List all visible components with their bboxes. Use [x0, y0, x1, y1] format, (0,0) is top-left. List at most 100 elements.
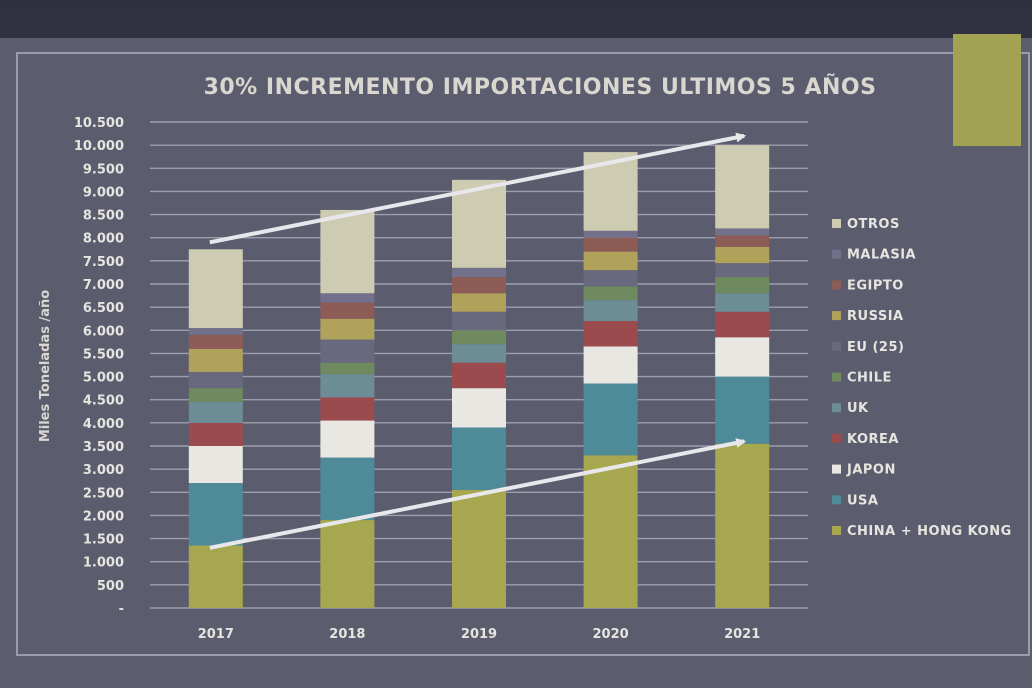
- bar-segment: [583, 237, 638, 252]
- bar-segment: [715, 277, 770, 294]
- bar-segment: [583, 455, 638, 608]
- y-tick-label: 2.500: [83, 486, 124, 501]
- bar-segment: [452, 267, 506, 278]
- x-tick-label: 2020: [593, 627, 629, 642]
- trend-arrow: [209, 438, 747, 550]
- y-tick-label: 9.000: [83, 185, 124, 200]
- legend-label: JAPON: [846, 463, 896, 478]
- bar-segment: [188, 327, 243, 335]
- legend: OTROS MALASIA EGIPTO RUSSIA EU (25) CHILE UK KO…: [832, 217, 1012, 539]
- bar-segment: [715, 337, 770, 377]
- bar-segment: [583, 383, 638, 456]
- bar-segment: [452, 277, 506, 294]
- legend-label: KOREA: [847, 432, 899, 447]
- bar-segment: [715, 228, 770, 236]
- y-tick-labels: - 500 1.000 1.500 2.000 2.500 3.000 3.500 4.000 4…: [74, 116, 124, 617]
- y-tick-label: 6.500: [83, 301, 124, 316]
- legend-swatch: [832, 403, 841, 413]
- bar-segment: [452, 388, 506, 428]
- bar-segment: [320, 302, 375, 319]
- chart-title: 30% INCREMENTO IMPORTACIONES ULTIMOS 5 A…: [204, 74, 877, 100]
- bar-segment: [715, 443, 770, 608]
- bar-segment: [188, 422, 243, 446]
- bar-segment: [715, 145, 770, 229]
- y-tick-label: 4.000: [83, 417, 124, 432]
- bar-segment: [320, 397, 375, 421]
- bars: [188, 145, 770, 608]
- bar-segment: [320, 339, 375, 363]
- y-tick-label: 3.000: [83, 463, 124, 478]
- legend-swatch: [832, 280, 841, 290]
- trend-arrows: [209, 132, 747, 550]
- legend-label: CHILE: [847, 371, 892, 386]
- bar-segment: [715, 246, 770, 264]
- x-tick-labels: 2017 2018 2019 2020 2021: [198, 627, 761, 642]
- legend-label: MALASIA: [847, 248, 916, 263]
- bar-segment: [583, 251, 638, 271]
- legend-label: UK: [847, 401, 869, 416]
- bar-segment: [320, 520, 375, 608]
- x-tick-label: 2017: [198, 627, 234, 642]
- bar-segment: [452, 362, 506, 389]
- bar-segment: [452, 293, 506, 312]
- y-tick-label: 7.500: [83, 255, 124, 270]
- y-tick-label: 5.500: [83, 347, 124, 362]
- y-tick-label: 8.500: [83, 209, 124, 224]
- bar-segment: [583, 300, 638, 322]
- legend-label: CHINA + HONG KONG: [847, 524, 1012, 539]
- legend-label: OTROS: [847, 217, 900, 232]
- bar-segment: [188, 371, 243, 389]
- bar-segment: [452, 489, 506, 608]
- y-tick-label: 6.000: [83, 324, 124, 339]
- y-axis-label: Miles Toneladas /año: [38, 290, 53, 442]
- trend-arrow: [209, 132, 747, 245]
- bar-segment: [452, 179, 506, 268]
- bar-segment: [715, 376, 770, 444]
- y-tick-label: 10.500: [74, 116, 124, 131]
- y-tick-label: 8.000: [83, 232, 124, 247]
- bar-segment: [188, 446, 243, 484]
- y-tick-label: 7.000: [83, 278, 124, 293]
- accent-box: [953, 34, 1021, 146]
- bar-segment: [320, 362, 375, 375]
- bar-segment: [188, 249, 243, 328]
- slide-frame: [16, 52, 1030, 656]
- bar-segment: [188, 348, 243, 372]
- bar-segment: [583, 286, 638, 301]
- legend-swatch: [832, 249, 841, 259]
- x-tick-label: 2021: [724, 627, 760, 642]
- legend-swatch: [832, 372, 841, 382]
- bar-segment: [715, 235, 770, 247]
- legend-swatch: [832, 311, 841, 321]
- y-tick-label: 2.000: [83, 509, 124, 524]
- bar-segment: [583, 346, 638, 384]
- bar-segment: [452, 311, 506, 331]
- y-tick-label: 5.000: [83, 371, 124, 386]
- legend-swatch: [832, 219, 841, 228]
- legend-swatch: [832, 341, 841, 351]
- y-tick-label: 1.000: [83, 556, 124, 571]
- legend-swatch: [832, 526, 841, 535]
- legend-swatch: [832, 433, 841, 443]
- bar-segment: [452, 427, 506, 490]
- bar-segment: [715, 311, 770, 338]
- bar-segment: [320, 420, 375, 458]
- y-tick-label: 500: [97, 579, 124, 594]
- y-tick-label: 4.500: [83, 394, 124, 409]
- bar-segment: [320, 457, 375, 521]
- bar-segment: [320, 209, 375, 294]
- y-tick-label: 3.500: [83, 440, 124, 455]
- projection-screen: [0, 38, 1032, 688]
- bar-segment: [715, 293, 770, 312]
- y-tick-label: 10.000: [74, 139, 124, 154]
- legend-swatch: [832, 464, 841, 474]
- legend-swatch: [832, 495, 841, 505]
- y-tick-label: 9.500: [83, 162, 124, 177]
- bar-segment: [188, 388, 243, 403]
- legend-label: EU (25): [847, 340, 904, 355]
- y-tick-label: 1.500: [83, 533, 124, 548]
- legend-label: EGIPTO: [847, 278, 904, 293]
- bar-segment: [320, 318, 375, 340]
- bar-segment: [188, 483, 243, 546]
